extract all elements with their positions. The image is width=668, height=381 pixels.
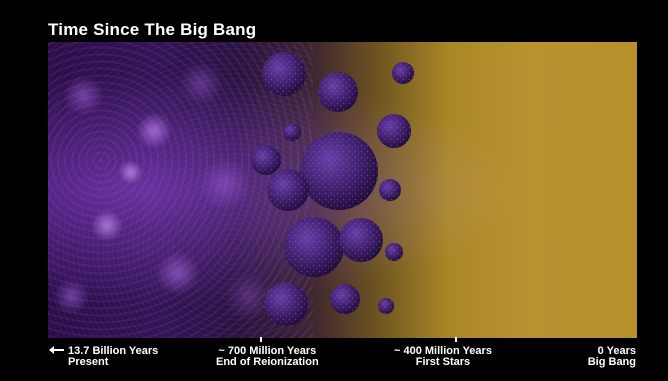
universe-panel	[48, 42, 637, 338]
ionization-bubbles	[251, 52, 414, 326]
bubble	[379, 179, 401, 201]
left-arrow-icon	[49, 346, 64, 355]
label-time: 13.7 Billion Years	[68, 345, 159, 357]
label-event: Present	[68, 356, 109, 368]
timeline-label-big-bang: 0 Years Big Bang	[588, 346, 636, 368]
bubble	[385, 243, 403, 261]
bubble	[262, 52, 306, 96]
bubble	[300, 132, 378, 210]
bubble	[330, 284, 360, 314]
timeline-label-first-stars: ~ 400 Million Years First Stars	[394, 346, 492, 368]
bubble	[378, 298, 394, 314]
timeline-label-present: 13.7 Billion Years Present	[49, 345, 159, 368]
label-time: ~ 700 Million Years	[218, 345, 317, 357]
bubble	[318, 72, 358, 112]
bubble	[267, 169, 309, 211]
bubble	[264, 282, 308, 326]
bubble	[377, 114, 411, 148]
bubble	[339, 218, 383, 262]
label-time: ~ 400 Million Years	[394, 345, 492, 357]
timeline-tick-first-stars	[455, 337, 457, 342]
timeline-tick-reionization	[260, 337, 262, 342]
label-event: End of Reionization	[216, 356, 319, 368]
diagram-title: Time Since The Big Bang	[48, 20, 257, 39]
label-event: Big Bang	[587, 356, 636, 368]
label-time: 0 Years	[597, 345, 636, 357]
bubble	[251, 145, 281, 175]
bubble	[392, 62, 414, 84]
timeline-label-reionization: ~ 700 Million Years End of Reionization	[216, 346, 319, 368]
bubble	[283, 123, 301, 141]
bubble	[284, 217, 344, 277]
bubble-cluster	[251, 52, 414, 326]
label-event: First Stars	[415, 356, 471, 368]
